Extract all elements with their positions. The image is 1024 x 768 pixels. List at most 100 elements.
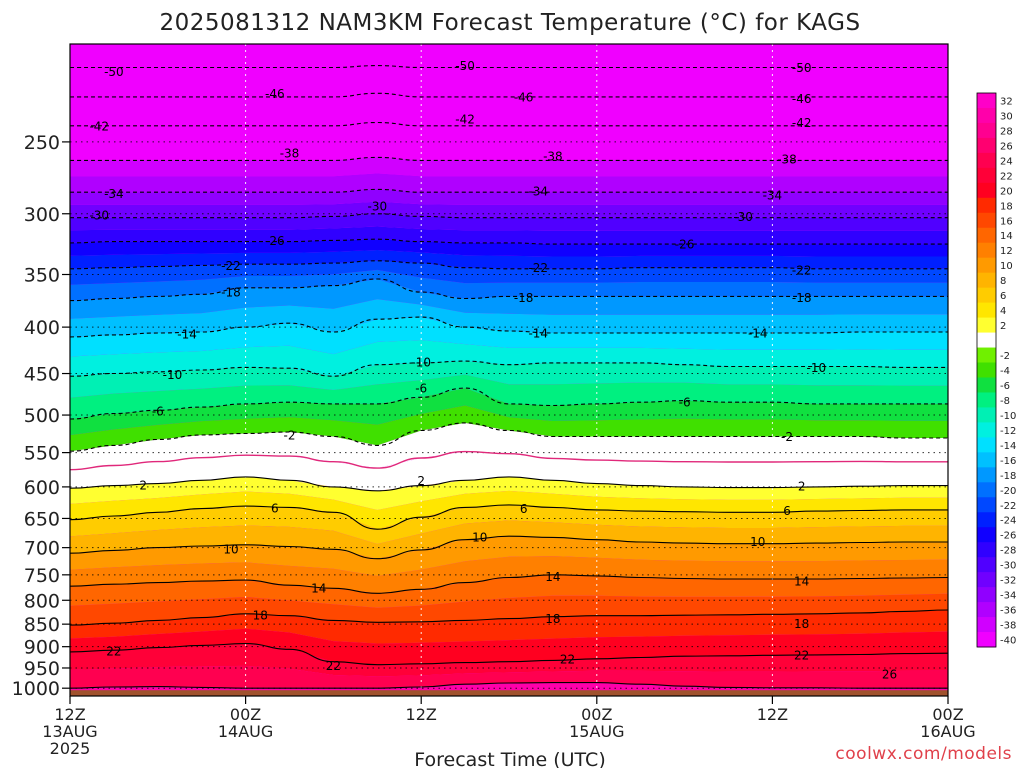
temperature-band	[70, 504, 948, 544]
temperature-band	[70, 79, 948, 97]
isotherm-label: -46	[514, 90, 534, 104]
colorbar-cell	[977, 167, 996, 184]
isotherm-label: -42	[792, 116, 812, 130]
colorbar-cell	[977, 362, 996, 378]
colorbar-label: -38	[1000, 621, 1016, 632]
colorbar-label: -36	[1000, 606, 1016, 617]
isotherm-label: -34	[763, 188, 783, 202]
isotherm-label: -18	[514, 291, 534, 305]
y-tick-label: 400	[24, 317, 60, 339]
isotherm-label: -38	[280, 146, 300, 160]
isotherm-label: -18	[221, 286, 241, 300]
y-tick-label: 1000	[12, 678, 60, 700]
colorbar-label: -22	[1000, 501, 1016, 512]
temperature-band	[70, 374, 948, 419]
temperature-band	[70, 665, 948, 689]
colorbar-cell	[977, 377, 996, 393]
isotherm-label: 6	[520, 502, 528, 516]
temperature-band	[70, 490, 948, 530]
colorbar-label: 6	[1000, 291, 1006, 302]
temperature-band	[70, 189, 948, 205]
isotherm-label: -6	[152, 405, 164, 419]
isotherm-label: 18	[794, 617, 809, 631]
isotherm-18	[70, 609, 948, 626]
isotherm-26	[70, 682, 948, 689]
isotherm-label: -14	[748, 326, 768, 340]
y-tick-label: 850	[24, 614, 60, 636]
colorbar-label: -14	[1000, 441, 1016, 452]
y-tick-label: 250	[24, 132, 60, 154]
isotherm-label: 2	[798, 480, 806, 494]
temperature-band	[70, 299, 948, 337]
isotherm-label: -38	[777, 152, 797, 166]
colorbar-label: 14	[1000, 231, 1013, 242]
isotherm-label: -18	[792, 291, 812, 305]
x-tick-label: 00Z	[581, 705, 612, 724]
colorbar-cell	[977, 257, 996, 274]
temperature-band	[70, 157, 948, 177]
isotherm-label: -42	[455, 113, 475, 127]
colorbar-cell	[977, 93, 996, 109]
isotherm-label: -34	[528, 184, 548, 198]
y-tick-label: 650	[24, 508, 60, 530]
y-tick-label: 750	[24, 565, 60, 587]
isotherm-label: -10	[411, 355, 431, 369]
isotherm-label: -30	[89, 209, 109, 223]
freezing-line	[70, 450, 948, 471]
temperature-band	[70, 107, 948, 126]
colorbar-cell	[977, 227, 996, 244]
colorbar-label: 4	[1000, 306, 1006, 317]
temperature-band	[70, 476, 948, 510]
colorbar-cell	[977, 287, 996, 304]
isotherm-label: 26	[882, 668, 897, 682]
isotherm-label: -22	[221, 259, 241, 273]
colorbar-cell	[977, 452, 996, 468]
isotherm-label: -30	[367, 199, 387, 213]
isotherm-label: -50	[792, 61, 812, 75]
plot-frame	[69, 43, 949, 697]
isotherm-10	[70, 535, 948, 560]
colorbar-label: -10	[1000, 411, 1016, 422]
isotherm-label: -26	[675, 238, 695, 252]
temperature-band	[70, 361, 948, 398]
isotherm-label: 6	[783, 504, 791, 518]
colorbar-label: 8	[1000, 276, 1006, 287]
temperature-band	[70, 317, 948, 357]
isotherm-label: -46	[792, 92, 812, 106]
band-upper-layer	[70, 44, 948, 68]
colorbar-label: 16	[1000, 216, 1013, 227]
colorbar-cell	[977, 602, 996, 618]
temperature-band	[70, 643, 948, 677]
isotherm-label: -14	[528, 326, 548, 340]
colorbar-label: 26	[1000, 141, 1013, 152]
temperature-band	[70, 201, 948, 218]
colorbar: 32 30 28 26 24 22 20 18 16 14 12 10 8 6 4 2 -2 -4 -6 -8 -10 -…	[976, 92, 1016, 648]
colorbar-label: 12	[1000, 246, 1013, 257]
isotherm-label: -50	[104, 65, 124, 79]
temperature-band	[70, 139, 948, 161]
isotherm-label: 18	[545, 612, 560, 626]
colorbar-cell	[977, 122, 996, 139]
colorbar-label: -34	[1000, 591, 1016, 602]
x-tick-label: 13AUG	[42, 722, 97, 741]
colorbar-label: -26	[1000, 531, 1016, 542]
temperature-bands	[70, 44, 948, 696]
grid-lines	[70, 44, 948, 696]
colorbar-cell	[977, 617, 996, 633]
isotherm-label: 14	[311, 581, 326, 595]
colorbar-label: -6	[1000, 381, 1010, 392]
isotherm-label: 6	[271, 501, 279, 515]
colorbar-cell	[977, 137, 996, 154]
temperature-band	[70, 260, 948, 285]
colorbar-cell	[977, 542, 996, 558]
isotherm-label: -14	[177, 327, 197, 341]
y-tick-label: 300	[24, 204, 60, 226]
isotherm-label: -38	[543, 149, 563, 163]
x-tick-label: 15AUG	[569, 722, 624, 741]
isotherm-label: 14	[794, 575, 809, 589]
colorbar-cell	[977, 392, 996, 408]
isotherm-label: 10	[472, 530, 487, 544]
